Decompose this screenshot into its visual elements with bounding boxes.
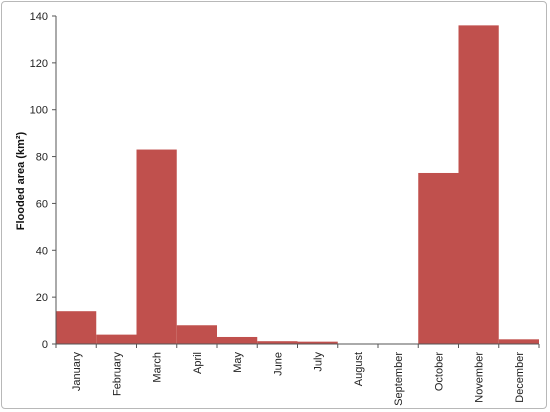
- y-tick-label: 60: [36, 198, 48, 210]
- x-tick-label-march: March: [152, 352, 164, 383]
- bar-november: [458, 25, 499, 344]
- x-tick-label-december: December: [514, 352, 526, 403]
- x-tick-label-june: June: [272, 352, 284, 376]
- y-axis-label: Flooded area (km²): [15, 131, 27, 230]
- x-tick-label-july: July: [313, 352, 325, 372]
- y-tick-labels: 0 20 40 60 80 100 120 140: [30, 11, 48, 351]
- bar-may: [217, 336, 258, 344]
- bar-october: [418, 172, 459, 344]
- y-tick-label: 40: [36, 245, 48, 257]
- bar-june: [257, 341, 298, 344]
- x-tick-label-january: January: [71, 352, 83, 392]
- bar-july: [297, 341, 338, 344]
- bar-april: [176, 325, 217, 344]
- bars: [56, 25, 539, 344]
- y-tick-label: 0: [42, 339, 48, 351]
- x-tick-label-february: February: [111, 352, 123, 397]
- x-tick-label-november: November: [474, 352, 486, 403]
- x-tick-label-august: August: [353, 352, 365, 386]
- x-tick-label-april: April: [192, 352, 204, 374]
- axes: [52, 15, 540, 348]
- bar-january: [56, 311, 97, 344]
- x-tick-labels: January February March April May June July Augu…: [71, 352, 526, 406]
- bar-december: [498, 339, 539, 344]
- y-tick-label: 100: [30, 105, 48, 117]
- bar-march: [136, 149, 177, 344]
- y-tick-label: 80: [36, 152, 48, 164]
- x-tick-label-october: October: [433, 352, 445, 391]
- x-tick-label-may: May: [232, 352, 244, 373]
- y-tick-label: 120: [30, 58, 48, 70]
- y-tick-label: 140: [30, 11, 48, 23]
- y-tick-label: 20: [36, 292, 48, 304]
- x-tick-label-september: September: [393, 352, 405, 406]
- bar-february: [96, 334, 137, 344]
